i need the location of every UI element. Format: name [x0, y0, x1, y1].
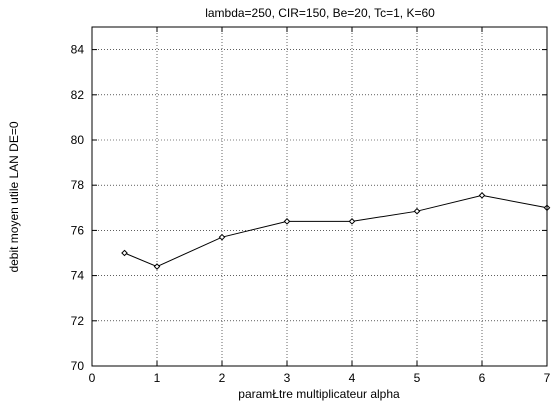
data-point — [478, 192, 486, 199]
x-tick-label: 6 — [479, 371, 486, 385]
data-point — [413, 207, 421, 215]
y-tick-label: 78 — [71, 178, 85, 192]
y-axis-label: debit moyen utile LAN DE=0 — [7, 121, 21, 272]
y-tick-label: 74 — [71, 269, 85, 283]
y-tick-label: 76 — [71, 223, 85, 237]
data-point — [153, 263, 161, 270]
chart-title: lambda=250, CIR=150, Be=20, Tc=1, K=60 — [205, 6, 435, 20]
plot-area — [91, 26, 548, 367]
data-point — [348, 218, 356, 225]
x-tick-label: 5 — [414, 371, 421, 385]
data-point — [283, 218, 291, 225]
x-tick-label: 0 — [89, 371, 96, 385]
x-tick-label: 3 — [284, 371, 291, 385]
y-tick-label: 72 — [71, 314, 85, 328]
y-tick-label: 70 — [71, 359, 85, 373]
x-tick-label: 4 — [349, 371, 356, 385]
y-tick-label: 82 — [71, 88, 85, 102]
axis-ticks: 0 1 2 3 4 5 6 7 70 72 74 76 78 80 82 84 — [71, 27, 551, 385]
x-axis-label: paramŁtre multiplicateur alpha — [238, 387, 400, 401]
y-tick-label: 84 — [71, 43, 85, 57]
data-point — [218, 233, 226, 241]
data-point — [121, 249, 128, 257]
series-layer — [121, 192, 551, 270]
series-line — [124, 194, 548, 268]
x-tick-label: 1 — [154, 371, 161, 385]
x-tick-label: 7 — [544, 371, 551, 385]
x-tick-label: 2 — [219, 371, 226, 385]
y-tick-label: 80 — [71, 133, 85, 147]
